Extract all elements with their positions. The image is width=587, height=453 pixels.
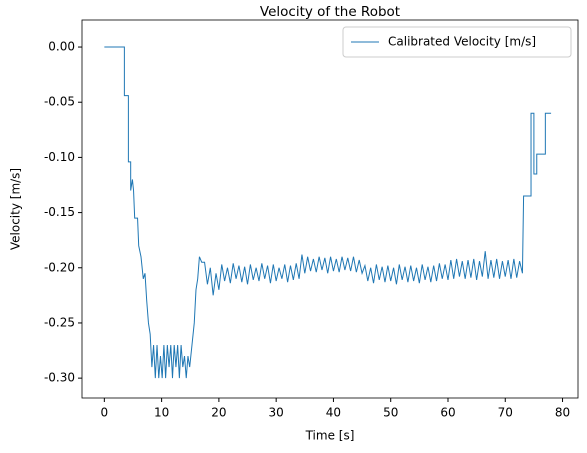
y-tick-label: -0.10 [44,150,75,164]
x-tick-label: 80 [555,406,570,420]
x-tick-label: 60 [440,406,455,420]
y-tick-label: -0.25 [44,315,75,329]
y-tick-label: -0.05 [44,95,75,109]
y-tick-label: 0.00 [48,40,75,54]
y-tick-label: -0.20 [44,260,75,274]
x-axis-label: Time [s] [305,429,355,443]
legend-label: Calibrated Velocity [m/s] [388,35,536,49]
x-tick-label: 30 [269,406,284,420]
x-tick-label: 20 [211,406,226,420]
x-tick-label: 40 [326,406,341,420]
plot-frame [81,19,579,399]
y-tick-label: -0.15 [44,205,75,219]
legend-box [342,26,572,58]
chart-title: Velocity of the Robot [260,4,400,20]
x-tick-label: 50 [383,406,398,420]
y-axis-label: Velocity [m/s] [9,168,23,250]
y-tick-label: -0.30 [44,371,75,385]
x-tick-label: 70 [498,406,513,420]
data-line [104,46,552,379]
x-tick-label: 10 [154,406,169,420]
x-tick-label: 0 [101,406,109,420]
